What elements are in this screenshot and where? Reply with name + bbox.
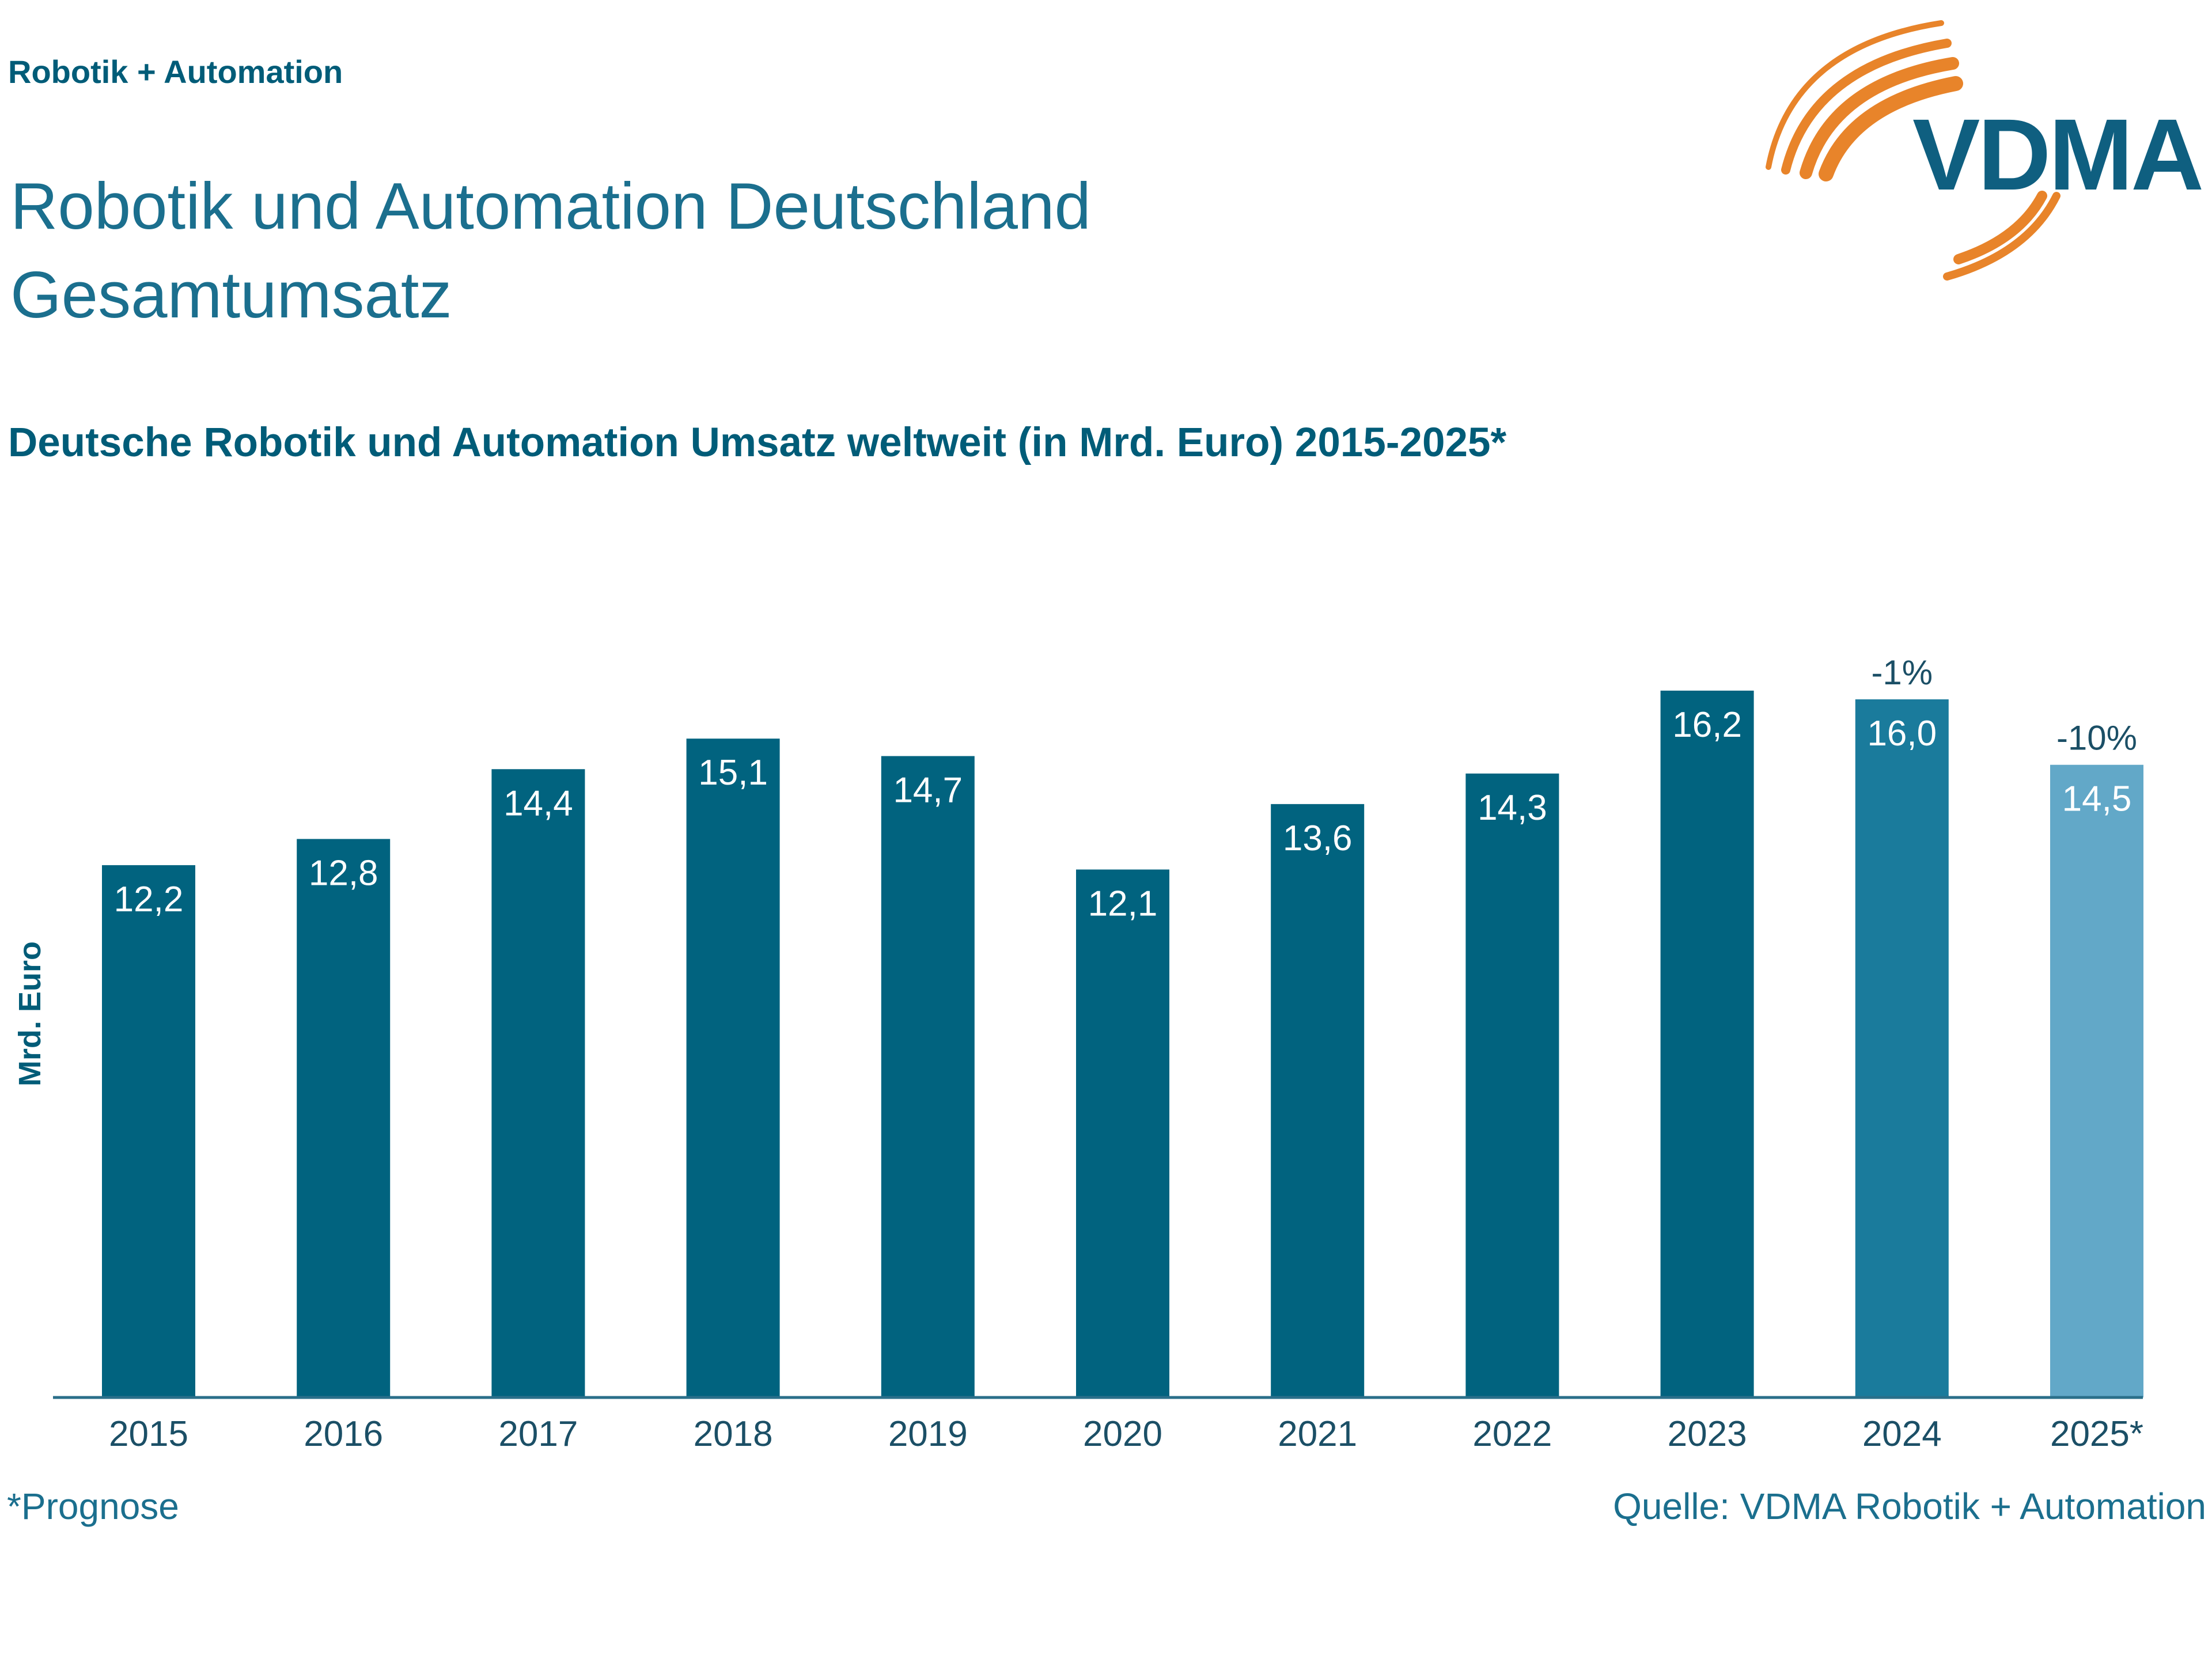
- bar-2021: [1271, 804, 1365, 1397]
- logo-arc-5: [1943, 192, 2061, 281]
- value-label-2019: 14,7: [893, 771, 963, 810]
- page-title: Robotik und Automation Deutschland Gesam…: [10, 162, 1091, 340]
- change-annotation-2024: -1%: [1871, 653, 1933, 692]
- x-tick-label-2023: 2023: [1668, 1414, 1747, 1454]
- logo-arc-2: [1781, 39, 1952, 175]
- x-tick-label-2018: 2018: [694, 1414, 773, 1454]
- bar-2020: [1076, 869, 1169, 1397]
- logo-arc-1: [1766, 20, 1944, 170]
- logo-arc-6: [1953, 191, 2047, 264]
- value-label-2021: 13,6: [1283, 819, 1353, 858]
- x-tick-label-2019: 2019: [888, 1414, 968, 1454]
- x-tick-label-2015: 2015: [109, 1414, 188, 1454]
- bar-2025: [2050, 764, 2143, 1397]
- x-tick-label-2021: 2021: [1278, 1414, 1357, 1454]
- value-label-2018: 15,1: [698, 753, 768, 793]
- vdma-logo-arcs-icon: [1766, 20, 2061, 281]
- logo-arc-4: [1819, 76, 1963, 181]
- value-label-2023: 16,2: [1672, 705, 1742, 745]
- bar-2016: [297, 839, 391, 1397]
- bar-2018: [686, 738, 780, 1397]
- x-tick-label-2017: 2017: [498, 1414, 578, 1454]
- value-label-2016: 12,8: [309, 853, 378, 893]
- bar-2015: [102, 865, 195, 1397]
- x-tick-label-2022: 2022: [1472, 1414, 1552, 1454]
- bar-2017: [491, 769, 585, 1397]
- vdma-logo: VDMA: [1757, 12, 2204, 288]
- y-axis-label: Mrd. Euro: [13, 941, 47, 1086]
- footnote-prognose: *Prognose: [7, 1486, 179, 1527]
- page-title-line2: Gesamtumsatz: [10, 259, 452, 332]
- change-annotation-2025: -10%: [2056, 719, 2137, 757]
- source-note: Quelle: VDMA Robotik + Automation: [1613, 1486, 2206, 1527]
- labels-layer: 12,2 2015 12,8 2016 14,4 2017 15,1 2018 14,7 2019…: [109, 653, 2143, 1454]
- bars-layer: [102, 690, 2143, 1397]
- vdma-logo-text: VDMA: [1912, 99, 2204, 211]
- x-tick-label-2020: 2020: [1083, 1414, 1162, 1454]
- value-label-2015: 12,2: [114, 880, 184, 919]
- bar-2023: [1660, 690, 1754, 1397]
- value-label-2017: 14,4: [503, 783, 573, 823]
- value-label-2022: 14,3: [1478, 788, 1547, 828]
- bar-2019: [881, 756, 975, 1397]
- value-label-2024: 16,0: [1867, 714, 1937, 753]
- bar-2024: [1855, 699, 1949, 1397]
- bar-2022: [1465, 773, 1559, 1397]
- x-tick-label-2025: 2025*: [2050, 1414, 2143, 1454]
- page-title-line1: Robotik und Automation Deutschland: [10, 170, 1091, 243]
- value-label-2025: 14,5: [2062, 779, 2132, 819]
- chart-title: Deutsche Robotik und Automation Umsatz w…: [8, 420, 1507, 465]
- value-label-2020: 12,1: [1088, 884, 1158, 923]
- x-tick-label-2024: 2024: [1862, 1414, 1942, 1454]
- logo-arc-3: [1800, 57, 1959, 179]
- header-kicker: Robotik + Automation: [8, 54, 343, 90]
- x-tick-label-2016: 2016: [304, 1414, 383, 1454]
